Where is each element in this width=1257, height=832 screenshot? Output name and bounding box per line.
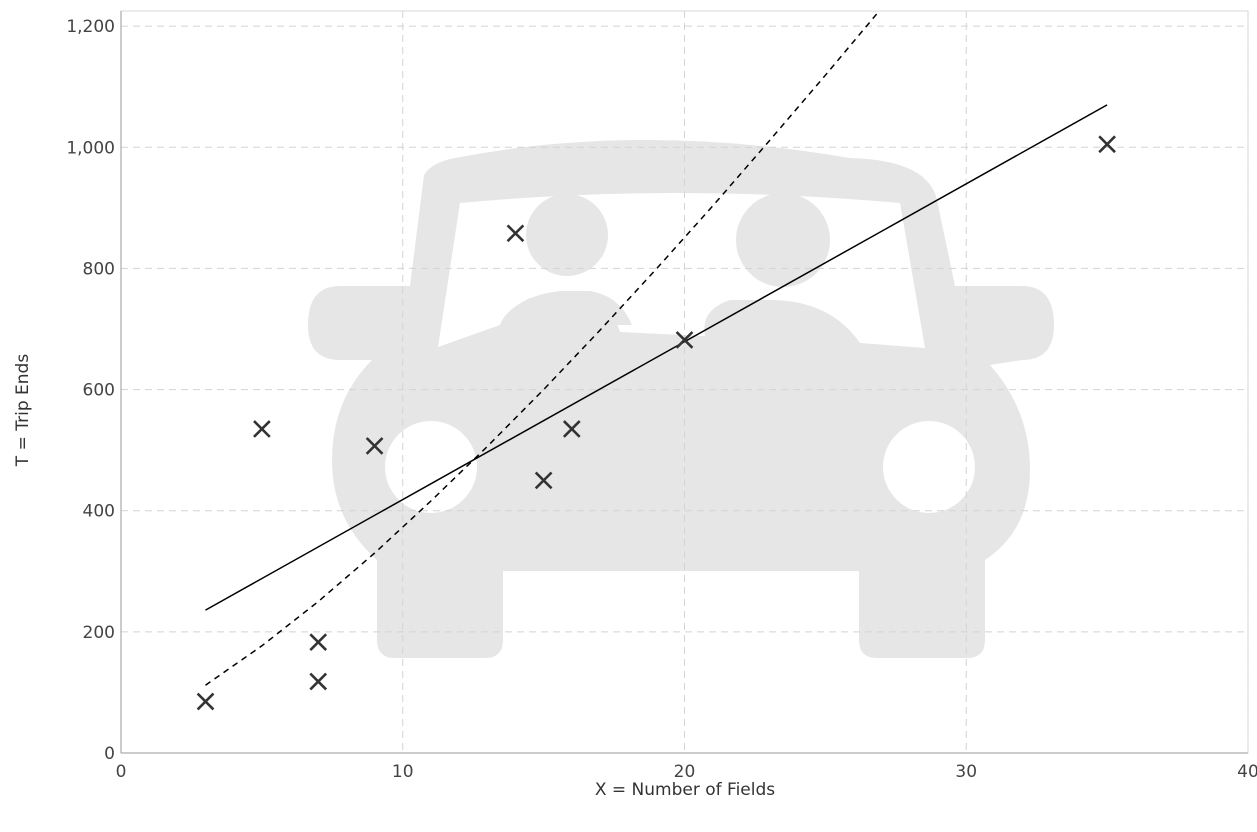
x-tick-label: 40 <box>1237 762 1257 782</box>
x-axis-title: X = Number of Fields <box>595 780 775 800</box>
data-point <box>534 471 553 490</box>
data-point-stroke <box>562 420 581 438</box>
fitted-curves <box>205 11 1108 686</box>
data-point <box>196 692 215 711</box>
y-tick-label: 200 <box>83 623 115 643</box>
y-axis-ticks: 0 200 400 600 800 1,000 1,200 <box>66 17 115 764</box>
data-point <box>309 672 328 691</box>
fitted-curve-dashed <box>205 11 881 686</box>
data-point-stroke <box>309 633 328 651</box>
y-tick-label: 0 <box>104 744 115 764</box>
car-with-passengers-icon <box>308 140 1054 658</box>
y-tick-label: 800 <box>83 259 115 279</box>
data-point-stroke <box>534 471 553 490</box>
y-axis-title: T = Trip Ends <box>13 354 33 468</box>
data-point-stroke <box>1098 135 1116 154</box>
data-point-stroke <box>309 672 328 691</box>
x-tick-label: 0 <box>116 762 127 782</box>
data-point <box>675 331 694 349</box>
y-tick-label: 600 <box>83 381 115 401</box>
grid-lines <box>121 11 1249 753</box>
axis-lines <box>120 11 1248 754</box>
data-point <box>309 633 328 651</box>
data-point <box>253 420 271 438</box>
y-tick-label: 1,200 <box>66 17 115 37</box>
data-point <box>1098 135 1116 154</box>
data-point-stroke <box>196 692 215 711</box>
data-point <box>562 420 581 438</box>
x-tick-label: 30 <box>955 762 977 782</box>
data-point-stroke <box>506 224 525 243</box>
y-tick-label: 1,000 <box>66 138 115 158</box>
x-tick-label: 10 <box>392 762 414 782</box>
data-point-stroke <box>365 437 384 455</box>
y-tick-label: 400 <box>83 502 115 522</box>
data-points <box>196 135 1116 711</box>
x-tick-label: 20 <box>674 762 696 782</box>
data-point <box>365 437 384 455</box>
fitted-line-solid <box>205 104 1108 611</box>
data-point <box>506 224 525 243</box>
data-point-stroke <box>675 331 694 349</box>
data-point-stroke <box>253 420 271 438</box>
x-axis-ticks: 0 10 20 30 40 <box>116 762 1257 782</box>
